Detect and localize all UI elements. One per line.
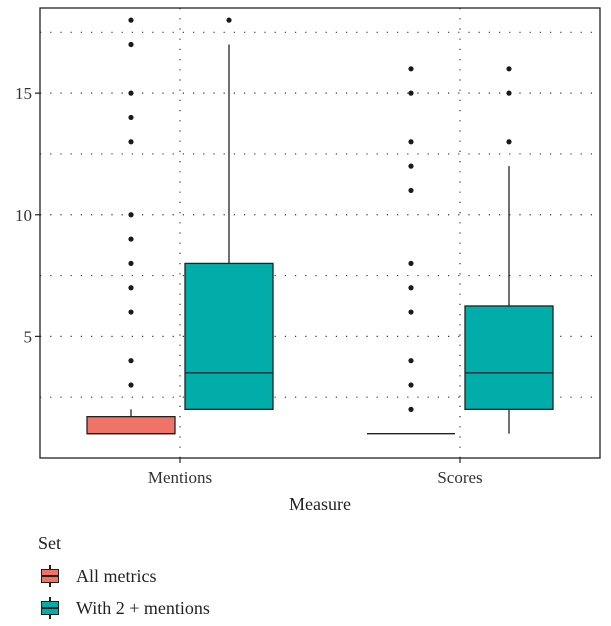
legend-label-all-metrics: All metrics (76, 565, 157, 586)
outlier-point (506, 139, 512, 145)
outlier-point (128, 90, 134, 96)
box-all-metrics-scores (367, 66, 455, 435)
outlier-point (128, 236, 134, 242)
x-axis-title: Measure (289, 494, 351, 514)
iqr-box (464, 305, 554, 411)
outlier-point (128, 309, 134, 315)
y-tick-label: 10 (15, 206, 32, 225)
legend-item-with-2-mentions: With 2 + mentions (38, 594, 210, 622)
outlier-point (128, 212, 134, 218)
outlier-point (128, 114, 134, 121)
legend-title: Set (38, 533, 62, 553)
axis-ticks: 5 10 15 Mentions Scores (15, 84, 483, 487)
outlier-point (408, 139, 414, 145)
legend-key-with-2-mentions (38, 597, 62, 619)
iqr-box (86, 415, 176, 435)
outlier-point (506, 66, 512, 72)
box-with-2-mentions-mentions (184, 17, 274, 411)
outlier-point (408, 406, 414, 412)
plot-panel (39, 7, 601, 459)
y-tick-label: 15 (15, 84, 32, 103)
outlier-point (128, 139, 134, 145)
outlier-point (128, 285, 134, 291)
outlier-point (408, 90, 414, 96)
legend: Set All metrics With 2 + mentions (38, 533, 210, 626)
outlier-point (408, 187, 414, 194)
x-tick-label-scores: Scores (437, 468, 482, 487)
y-tick-label: 5 (24, 327, 33, 346)
outlier-point (128, 17, 134, 23)
outlier-point (408, 260, 414, 267)
box-with-2-mentions-scores (464, 66, 554, 434)
iqr-box (184, 262, 274, 411)
x-tick-label-mentions: Mentions (148, 468, 212, 487)
boxes-layer (86, 17, 554, 435)
outlier-point (128, 41, 134, 48)
outlier-point (408, 66, 414, 72)
grid-layer (40, 8, 600, 458)
legend-item-all-metrics: All metrics (38, 562, 210, 590)
outlier-point (506, 90, 512, 96)
legend-key-all-metrics (38, 565, 62, 587)
box-all-metrics-mentions (86, 17, 176, 435)
outlier-point (408, 358, 414, 364)
outlier-point (128, 260, 134, 267)
outlier-point (226, 17, 232, 23)
outlier-point (408, 285, 414, 291)
outlier-point (128, 382, 134, 388)
outlier-point (408, 163, 414, 169)
legend-label-with-2-mentions: With 2 + mentions (76, 597, 210, 618)
outlier-point (408, 309, 414, 315)
outlier-point (128, 358, 134, 364)
outlier-point (408, 382, 414, 388)
boxplot-chart: 5 10 15 Mentions Scores Measure (15, 7, 601, 514)
